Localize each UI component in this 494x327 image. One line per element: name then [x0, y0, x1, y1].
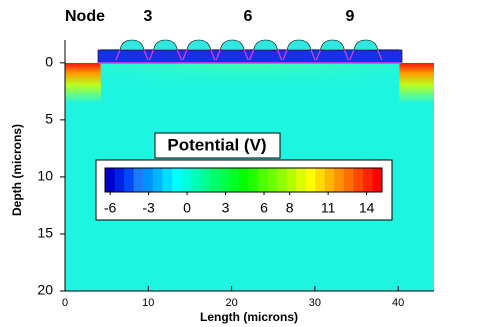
colorbar-tick-label: 6	[260, 200, 268, 216]
gate-outline	[148, 49, 182, 61]
colorbar-tick-label: 3	[222, 200, 230, 216]
blank	[65, 40, 101, 63]
colorbar-cell	[229, 168, 240, 192]
colorbar-tick-label: 8	[286, 200, 294, 216]
node: 6	[244, 8, 253, 25]
colorbar-cell	[305, 168, 316, 192]
colorbar-cell	[353, 168, 364, 192]
colorbar: -6 -3 0 3 6 8 11 14	[104, 167, 383, 216]
blank	[399, 40, 434, 63]
gate-outline	[349, 49, 383, 61]
colorbar-cell	[124, 168, 135, 192]
gates	[115, 39, 383, 61]
colorbar-title-box	[154, 132, 281, 159]
gate	[353, 39, 379, 51]
colorbar-cell	[200, 168, 211, 192]
x-tick-label: 0	[62, 297, 68, 309]
gate-outline	[249, 49, 283, 61]
colorbar-cell	[133, 168, 144, 192]
colorbar-cell	[238, 168, 249, 192]
colorbar-tick-label: 0	[183, 200, 191, 216]
colorbar-cell	[257, 168, 268, 192]
colorbar-tick-label: -3	[142, 200, 155, 216]
colorbar-cell	[315, 168, 326, 192]
gate-outline	[282, 49, 316, 61]
x-tick-label: 40	[392, 297, 404, 309]
gate	[186, 39, 212, 51]
x-axis-title: Length (microns)	[200, 310, 298, 324]
colorbar-cell	[334, 168, 345, 192]
colorbar-title: Potential (V)	[167, 135, 266, 154]
gate	[286, 39, 312, 51]
colorbar-tick-label: 14	[359, 200, 375, 216]
gate	[219, 39, 245, 51]
colorbar-cell	[276, 168, 287, 192]
colorbar-cell	[152, 168, 163, 192]
y-axis-title: Depth (microns)	[10, 124, 24, 216]
x-tick-label: 20	[225, 297, 237, 309]
y-tick-label: 5	[45, 111, 53, 127]
colorbar-cell	[362, 168, 373, 192]
gate-outline	[215, 49, 249, 61]
colorbar-cell	[267, 168, 278, 192]
colorbar-frame	[104, 167, 383, 193]
gate	[119, 39, 145, 51]
colorbar-cell	[162, 168, 173, 192]
blank	[100, 40, 399, 49]
y-tick-label: 0	[45, 54, 53, 70]
colorbar-cell	[286, 168, 297, 192]
x-tick-label: 10	[142, 297, 154, 309]
field-surface	[100, 63, 400, 93]
field-edge	[65, 63, 101, 103]
colorbar-cell	[219, 168, 230, 192]
node: 9	[346, 8, 355, 25]
field-edge	[399, 63, 434, 103]
gate-outline	[315, 49, 349, 61]
colorbar-cell	[248, 168, 259, 192]
colorbar-cell	[296, 168, 307, 192]
gate	[253, 39, 278, 51]
oxide	[97, 49, 403, 64]
colorbar-cell	[324, 168, 335, 192]
colorbar-cell	[143, 168, 154, 192]
gate	[153, 39, 178, 51]
colorbar-cell	[190, 168, 202, 192]
gate-outline	[182, 49, 216, 61]
colorbar-cell	[372, 168, 383, 192]
y-tick-label: 15	[37, 225, 53, 241]
colorbar-tick-label: -6	[104, 200, 117, 216]
gate	[320, 39, 345, 51]
node-label: Node	[65, 8, 105, 25]
y-tick-label: 10	[37, 168, 53, 184]
x-tick-label: 30	[309, 297, 321, 309]
y-tick-label: 20	[37, 282, 53, 298]
colorbar-tick-label: 11	[321, 200, 336, 216]
colorbar-cell	[114, 168, 125, 192]
gate-outline	[115, 49, 149, 61]
node: 3	[144, 8, 153, 25]
colorbar-cell	[105, 168, 116, 192]
colorbar-cell	[210, 168, 221, 192]
colorbar-cell	[343, 168, 354, 192]
colorbar-cell	[171, 168, 182, 192]
colorbar-cell	[181, 168, 192, 192]
